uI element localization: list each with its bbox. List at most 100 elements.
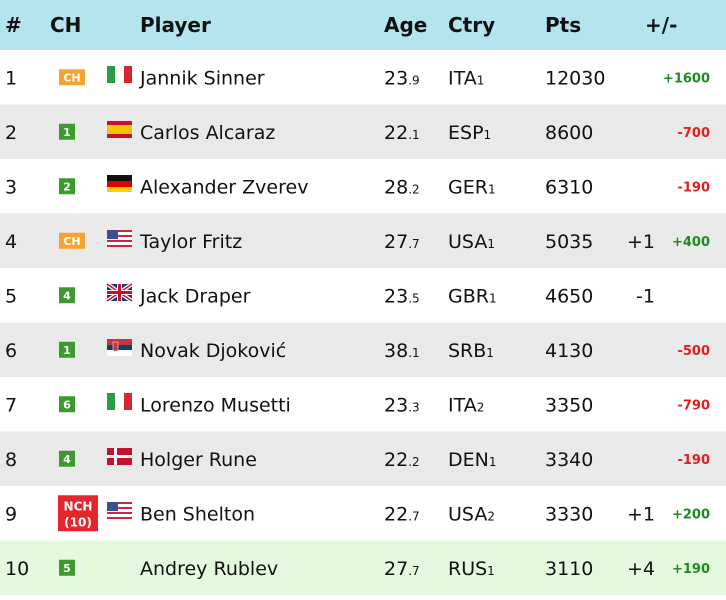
- age: 27.7: [384, 558, 420, 580]
- country-rank: 1: [489, 291, 497, 305]
- player: Lorenzo Musetti: [140, 394, 291, 416]
- ch-label: 4: [63, 453, 71, 466]
- rank: 2: [5, 122, 17, 144]
- player: Jannik Sinner: [139, 67, 265, 89]
- points: 5035: [545, 231, 593, 253]
- header-background: [0, 0, 726, 50]
- age: 22.7: [384, 503, 420, 525]
- age-decimal: .9: [408, 73, 419, 87]
- rank: 6: [5, 340, 17, 362]
- country-code: GER: [448, 176, 488, 198]
- player: Jack Draper: [139, 285, 251, 307]
- country: RUS1: [448, 558, 495, 580]
- country: ITA1: [448, 67, 484, 89]
- points: 4130: [545, 340, 593, 362]
- age-decimal: .2: [408, 182, 419, 196]
- ch-label: CH: [63, 71, 80, 84]
- flag: [107, 393, 132, 410]
- points-change: -190: [677, 180, 710, 195]
- ch-label: NCH: [64, 499, 93, 513]
- country-code: ITA: [448, 67, 477, 89]
- age: 28.2: [384, 176, 420, 198]
- rank-change: +1: [627, 503, 655, 525]
- age: 23.9: [384, 67, 420, 89]
- country: ITA2: [448, 394, 484, 416]
- age-whole: 23: [384, 67, 408, 89]
- player: Carlos Alcaraz: [140, 122, 275, 144]
- points-change: -190: [677, 453, 710, 468]
- age-decimal: .5: [408, 291, 419, 305]
- age: 23.3: [384, 394, 420, 416]
- player: Alexander Zverev: [140, 176, 308, 198]
- age: 22.2: [384, 449, 420, 471]
- ch-label: 4: [63, 289, 71, 302]
- points-change: +400: [672, 235, 710, 250]
- header-cell: Ctry: [448, 13, 495, 37]
- country-code: USA: [448, 231, 487, 253]
- rank: 1: [5, 67, 17, 89]
- country: SRB1: [448, 340, 494, 362]
- country-rank: 1: [488, 182, 496, 196]
- flag: [107, 448, 132, 465]
- player: Novak Djoković: [140, 340, 286, 362]
- ch-badge: [59, 69, 85, 86]
- points: 6310: [545, 176, 593, 198]
- country-rank: 1: [487, 564, 495, 578]
- country-code: SRB: [448, 340, 486, 362]
- country-code: USA: [448, 503, 487, 525]
- points-change: +190: [672, 562, 710, 577]
- ch-sub: (10): [64, 515, 92, 529]
- age-whole: 23: [384, 394, 408, 416]
- rank-change: +1: [627, 231, 655, 253]
- player: Ben Shelton: [140, 503, 255, 525]
- country-rank: 1: [477, 73, 485, 87]
- rank: 9: [5, 503, 17, 525]
- ch-label: 2: [63, 180, 71, 193]
- ch-label: 5: [63, 562, 71, 575]
- flag: [107, 66, 132, 83]
- age-decimal: .7: [408, 564, 419, 578]
- row-background: [0, 540, 726, 595]
- points: 4650: [545, 285, 593, 307]
- country: GER1: [448, 176, 496, 198]
- ch-badge: [59, 450, 75, 467]
- header-cell: CH: [50, 13, 81, 37]
- ch-label: 1: [63, 344, 71, 357]
- country-code: ESP: [448, 122, 484, 144]
- country-rank: 2: [477, 400, 485, 414]
- country-code: DEN: [448, 449, 489, 471]
- ch-label: 6: [63, 398, 71, 411]
- age: 38.1: [384, 340, 420, 362]
- ch-label: 1: [63, 126, 71, 139]
- rank: 4: [5, 231, 17, 253]
- country-code: RUS: [448, 558, 487, 580]
- country-rank: 1: [489, 455, 497, 469]
- age-whole: 38: [384, 340, 408, 362]
- country-code: GBR: [448, 285, 489, 307]
- age-whole: 27: [384, 558, 408, 580]
- ch-badge: [59, 396, 75, 413]
- flag: [105, 282, 134, 303]
- points-change: +1600: [663, 71, 710, 86]
- ch-badge: [59, 178, 75, 195]
- header-cell: Age: [384, 13, 427, 37]
- age-decimal: .7: [408, 509, 419, 523]
- country-rank: 1: [484, 128, 492, 142]
- points-change: -790: [677, 398, 710, 413]
- country: USA2: [448, 503, 495, 525]
- points: 3350: [545, 394, 593, 416]
- points: 12030: [545, 67, 605, 89]
- rank-change: +4: [627, 558, 655, 580]
- flag: [107, 121, 132, 138]
- country-rank: 2: [487, 509, 495, 523]
- header-cell: +/-: [645, 13, 677, 37]
- country: USA1: [448, 231, 495, 253]
- rank: 10: [5, 558, 29, 580]
- points: 3110: [545, 558, 593, 580]
- player: Holger Rune: [140, 449, 257, 471]
- age: 27.7: [384, 231, 420, 253]
- header-cell: #: [5, 13, 22, 37]
- points: 3340: [545, 449, 593, 471]
